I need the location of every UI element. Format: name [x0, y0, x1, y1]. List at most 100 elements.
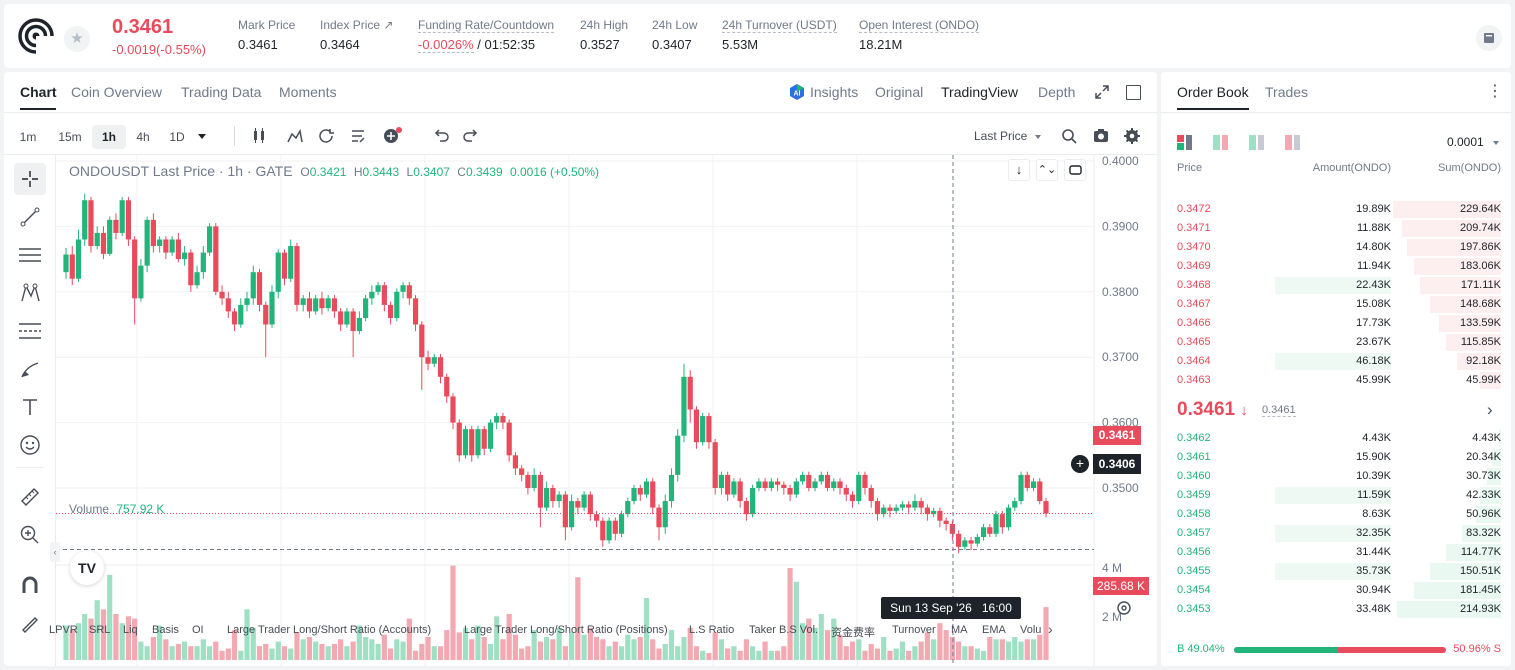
- timeframe-1h[interactable]: 1h: [92, 125, 126, 149]
- scroll-down-icon[interactable]: ↓: [1008, 159, 1030, 181]
- depth-bar: [1430, 296, 1501, 313]
- ask-row[interactable]: 0.3470 14.80K 197.86K: [1161, 238, 1511, 257]
- tab-coin-overview[interactable]: Coin Overview: [71, 84, 163, 100]
- indicator-basis[interactable]: Basis: [152, 624, 179, 636]
- notebook-icon[interactable]: [1476, 25, 1502, 51]
- bid-row[interactable]: 0.3459 11.59K 42.33K: [1161, 486, 1511, 505]
- timeframe-15m[interactable]: 15m: [58, 130, 82, 144]
- tab-trading-data[interactable]: Trading Data: [181, 84, 262, 100]
- row-price: 0.3470: [1177, 241, 1211, 253]
- magnet-tool-icon[interactable]: [14, 569, 46, 601]
- indicator-large-trader-accounts[interactable]: Large Trader Long/Short Ratio (Accounts): [227, 624, 432, 636]
- search-icon[interactable]: [1062, 129, 1077, 144]
- indicator-srl[interactable]: SRL: [89, 624, 111, 636]
- ask-row[interactable]: 0.3466 17.73K 133.59K: [1161, 314, 1511, 333]
- indicator-ema[interactable]: EMA: [982, 624, 1006, 636]
- indicators-next-icon[interactable]: ›: [1048, 621, 1053, 637]
- favorite-star-icon[interactable]: ★: [64, 26, 90, 52]
- ask-row[interactable]: 0.3469 11.94K 183.06K: [1161, 257, 1511, 276]
- tab-original[interactable]: Original: [875, 84, 924, 100]
- collapse-icon[interactable]: ⌃⌄: [1036, 159, 1058, 181]
- indicator-turnover[interactable]: Turnover: [892, 624, 936, 636]
- bid-row[interactable]: 0.3458 8.63K 50.96K: [1161, 505, 1511, 524]
- crosshair-tool-icon[interactable]: [14, 163, 46, 195]
- ruler-tool-icon[interactable]: [14, 481, 46, 513]
- indicator-liq[interactable]: Liq: [123, 624, 138, 636]
- price-type-select[interactable]: Last Price: [974, 126, 1041, 146]
- tab-trades[interactable]: Trades: [1265, 84, 1309, 100]
- ask-row[interactable]: 0.3464 46.18K 92.18K: [1161, 352, 1511, 371]
- add-indicator-icon[interactable]: [384, 127, 402, 143]
- crosshair-add-icon[interactable]: +: [1071, 455, 1089, 473]
- tab-depth[interactable]: Depth: [1038, 84, 1076, 100]
- candle-type-icon[interactable]: [254, 128, 264, 143]
- emoji-tool-icon[interactable]: [14, 429, 46, 461]
- volume-bar: [650, 639, 656, 660]
- candle-body: [363, 298, 369, 318]
- tab-tradingview[interactable]: TradingView: [941, 84, 1019, 100]
- text-tool-icon[interactable]: [14, 391, 46, 423]
- indicator-large-trader-positions[interactable]: Large Trader Long/Short Ratio (Positions…: [464, 624, 668, 636]
- bid-row[interactable]: 0.3454 30.94K 181.45K: [1161, 581, 1511, 600]
- collapse-toolbar-icon[interactable]: ‹: [50, 542, 60, 562]
- bid-row[interactable]: 0.3455 35.73K 150.51K: [1161, 562, 1511, 581]
- timeframe-4h[interactable]: 4h: [136, 130, 150, 144]
- ask-row[interactable]: 0.3471 11.88K 209.74K: [1161, 219, 1511, 238]
- indicator-volume[interactable]: Volu: [1020, 624, 1042, 636]
- pattern-tool-icon[interactable]: [14, 277, 46, 309]
- ask-row[interactable]: 0.3467 15.08K 148.68K: [1161, 295, 1511, 314]
- indicator-ls-ratio[interactable]: L.S Ratio: [689, 624, 735, 636]
- tab-order-book[interactable]: Order Book: [1177, 84, 1249, 100]
- horizontal-lines-tool-icon[interactable]: [14, 239, 46, 271]
- stat-index-price[interactable]: Index Price ↗ 0.3464: [320, 18, 394, 52]
- timeframe-1m[interactable]: 1m: [19, 130, 37, 144]
- indicator-lpvr[interactable]: LPVR: [49, 624, 78, 636]
- candle-body: [213, 226, 219, 292]
- bid-row[interactable]: 0.3462 4.43K 4.43K: [1161, 429, 1511, 448]
- expand-icon[interactable]: [1094, 84, 1110, 100]
- indicator-taker-bs-vol[interactable]: Taker B.S Vol.: [749, 624, 819, 636]
- layout-asks-icon[interactable]: [1213, 135, 1228, 150]
- camera-icon[interactable]: [1094, 129, 1108, 142]
- template-icon[interactable]: [352, 130, 365, 143]
- trend-line-tool-icon[interactable]: [14, 201, 46, 233]
- layout-both-icon[interactable]: [1177, 135, 1192, 150]
- bid-row[interactable]: 0.3453 33.48K 214.93K: [1161, 600, 1511, 619]
- ask-row[interactable]: 0.3465 23.67K 115.85K: [1161, 333, 1511, 352]
- bid-row[interactable]: 0.3456 31.44K 114.77K: [1161, 543, 1511, 562]
- tab-moments[interactable]: Moments: [279, 84, 337, 100]
- timeframe-dropdown-icon[interactable]: [198, 134, 206, 139]
- axis-settings-icon[interactable]: [1116, 600, 1132, 616]
- brush-tool-icon[interactable]: [14, 353, 46, 385]
- chart-canvas[interactable]: 0.40000.39000.38000.37000.36000.35008910…: [56, 155, 1157, 666]
- indicator-ma[interactable]: MA: [951, 624, 968, 636]
- settings-icon[interactable]: [1124, 128, 1140, 144]
- redo-icon[interactable]: [463, 129, 478, 142]
- more-options-icon[interactable]: ⋮: [1487, 83, 1503, 100]
- fullscreen-icon[interactable]: [1064, 159, 1086, 181]
- bid-row[interactable]: 0.3461 15.90K 20.34K: [1161, 448, 1511, 467]
- layout-bids-icon[interactable]: [1249, 135, 1264, 150]
- replay-icon[interactable]: [319, 129, 334, 143]
- pencil-lock-tool-icon[interactable]: [14, 607, 46, 639]
- bid-row[interactable]: 0.3460 10.39K 30.73K: [1161, 467, 1511, 486]
- bid-row[interactable]: 0.3457 32.35K 83.32K: [1161, 524, 1511, 543]
- indicator-funding-rate[interactable]: 资金费率: [831, 627, 875, 639]
- ask-row[interactable]: 0.3463 45.99K 45.99K: [1161, 371, 1511, 390]
- tab-chart[interactable]: Chart: [20, 84, 57, 100]
- ob-more-chevron-icon[interactable]: ›: [1487, 400, 1493, 419]
- stat-funding-rate[interactable]: Funding Rate/Countdown -0.0026% / 01:52:…: [418, 18, 555, 53]
- undo-icon[interactable]: [434, 129, 449, 142]
- zoom-tool-icon[interactable]: [14, 519, 46, 551]
- layout-asks-only-icon[interactable]: [1285, 135, 1300, 150]
- ask-row[interactable]: 0.3472 19.89K 229.64K: [1161, 200, 1511, 219]
- indicators-icon[interactable]: [287, 128, 303, 143]
- precision-select[interactable]: 0.0001: [1447, 135, 1500, 149]
- timeframe-1d[interactable]: 1D: [169, 130, 185, 144]
- fib-tool-icon[interactable]: [14, 315, 46, 347]
- window-icon[interactable]: [1126, 85, 1141, 100]
- tab-insights[interactable]: Insights: [810, 84, 859, 100]
- indicator-oi[interactable]: OI: [192, 624, 204, 636]
- candle-body: [768, 481, 774, 488]
- ask-row[interactable]: 0.3468 22.43K 171.11K: [1161, 276, 1511, 295]
